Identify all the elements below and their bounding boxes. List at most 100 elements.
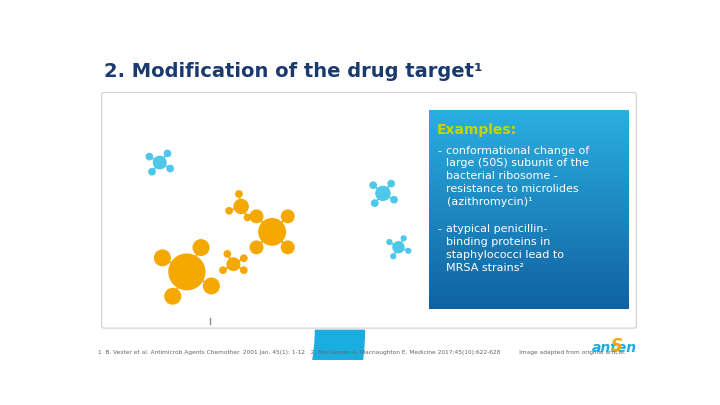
Circle shape xyxy=(392,241,405,254)
Bar xyxy=(429,193,629,197)
Text: conformational change of
large (50S) subunit of the
bacterial ribosome -
resista: conformational change of large (50S) sub… xyxy=(446,146,590,207)
Bar xyxy=(429,282,629,286)
Bar xyxy=(429,236,629,240)
Circle shape xyxy=(371,199,379,207)
Bar xyxy=(429,186,629,190)
Circle shape xyxy=(400,235,407,241)
Wedge shape xyxy=(129,330,365,405)
Bar xyxy=(429,246,629,249)
Bar xyxy=(429,196,629,200)
Bar xyxy=(429,127,629,130)
Circle shape xyxy=(258,218,286,246)
Bar xyxy=(429,286,629,290)
Bar xyxy=(429,173,629,177)
Bar xyxy=(429,157,629,160)
Circle shape xyxy=(250,241,264,254)
Circle shape xyxy=(387,180,395,188)
Bar xyxy=(429,249,629,253)
Circle shape xyxy=(250,209,264,223)
Circle shape xyxy=(281,241,294,254)
Circle shape xyxy=(375,185,391,201)
Bar xyxy=(429,289,629,293)
Circle shape xyxy=(233,199,249,214)
Bar xyxy=(429,140,629,144)
Bar xyxy=(429,233,629,237)
Text: 2. Modification of the drug target¹: 2. Modification of the drug target¹ xyxy=(104,62,482,81)
Circle shape xyxy=(153,156,167,169)
Bar xyxy=(429,223,629,226)
Bar xyxy=(429,220,629,223)
Bar xyxy=(429,133,629,137)
Bar xyxy=(429,305,629,309)
Bar xyxy=(429,147,629,150)
Bar xyxy=(429,243,629,246)
Circle shape xyxy=(243,213,251,221)
Bar xyxy=(429,124,629,127)
Bar xyxy=(429,302,629,306)
Text: anten: anten xyxy=(592,341,637,355)
Bar xyxy=(429,213,629,217)
Bar xyxy=(429,256,629,260)
Bar xyxy=(429,292,629,296)
Bar xyxy=(429,269,629,273)
Circle shape xyxy=(390,253,396,259)
Bar xyxy=(429,239,629,243)
Bar xyxy=(429,166,629,170)
Circle shape xyxy=(163,149,171,157)
Bar xyxy=(429,273,629,276)
Bar xyxy=(429,177,629,180)
Circle shape xyxy=(281,209,294,223)
Circle shape xyxy=(203,277,220,294)
Bar xyxy=(429,143,629,147)
Bar xyxy=(429,206,629,210)
Bar xyxy=(429,183,629,187)
Bar xyxy=(429,113,629,117)
Bar xyxy=(429,216,629,220)
Circle shape xyxy=(226,257,240,271)
Bar xyxy=(429,279,629,283)
Circle shape xyxy=(390,196,398,204)
Circle shape xyxy=(148,168,156,175)
Bar xyxy=(429,262,629,266)
Circle shape xyxy=(387,239,392,245)
Bar xyxy=(429,209,629,213)
Bar xyxy=(429,266,629,269)
Circle shape xyxy=(192,239,210,256)
FancyBboxPatch shape xyxy=(102,92,636,328)
Circle shape xyxy=(164,288,181,305)
Bar xyxy=(429,163,629,167)
Circle shape xyxy=(405,248,411,254)
Circle shape xyxy=(223,250,231,258)
Circle shape xyxy=(168,254,205,290)
Bar xyxy=(429,190,629,193)
Text: -: - xyxy=(437,146,441,156)
Circle shape xyxy=(145,153,153,160)
Bar xyxy=(429,170,629,173)
Bar xyxy=(429,153,629,157)
Circle shape xyxy=(219,266,227,274)
Text: 1  B. Vester et al. Antimicrob Agents Chemother. 2001 Jan, 45(1): 1-12   2. MacG: 1 B. Vester et al. Antimicrob Agents Che… xyxy=(98,350,626,355)
Bar xyxy=(429,226,629,230)
Bar xyxy=(429,276,629,279)
Bar xyxy=(429,296,629,299)
Circle shape xyxy=(369,181,377,189)
Bar xyxy=(429,229,629,233)
Bar xyxy=(429,200,629,203)
Circle shape xyxy=(235,190,243,198)
Text: atypical penicillin-
binding proteins in
staphylococci lead to
MRSA strains²: atypical penicillin- binding proteins in… xyxy=(446,224,564,273)
Bar xyxy=(429,180,629,183)
Bar xyxy=(429,259,629,263)
Bar xyxy=(429,253,629,256)
Bar xyxy=(429,203,629,207)
Text: Examples:: Examples: xyxy=(437,123,518,136)
Bar xyxy=(429,130,629,134)
Bar xyxy=(429,150,629,153)
Bar xyxy=(429,110,629,114)
Bar xyxy=(429,160,629,164)
Text: -: - xyxy=(437,224,441,234)
Circle shape xyxy=(225,207,233,215)
Bar xyxy=(429,117,629,121)
Circle shape xyxy=(154,249,171,266)
Circle shape xyxy=(240,266,248,274)
Bar xyxy=(429,120,629,124)
